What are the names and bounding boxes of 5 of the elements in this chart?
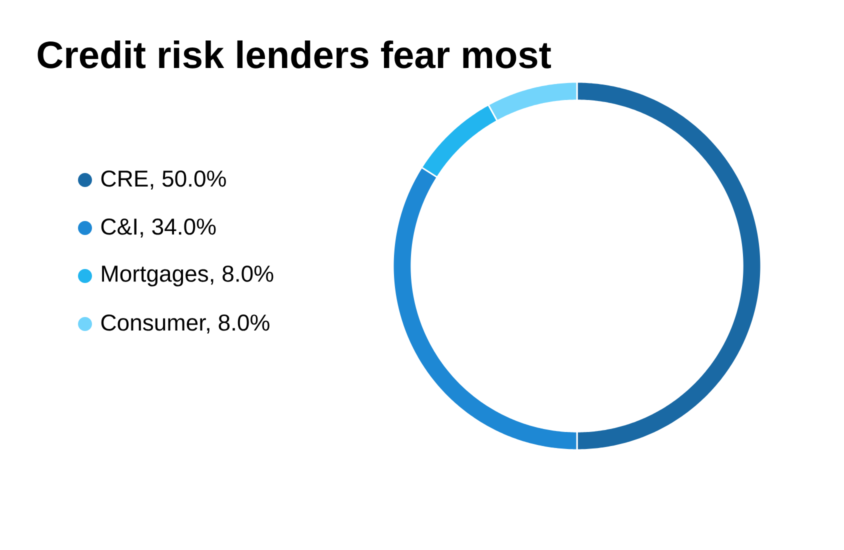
chart-title: Credit risk lenders fear most: [38, 40, 551, 68]
legend-label: CRE, 50.0%: [101, 170, 226, 190]
legend-label: Consumer, 8.0%: [101, 314, 270, 334]
legend-label: Mortgages, 8.0%: [102, 266, 274, 286]
legend-label: C&I, 34.0%: [101, 218, 216, 238]
